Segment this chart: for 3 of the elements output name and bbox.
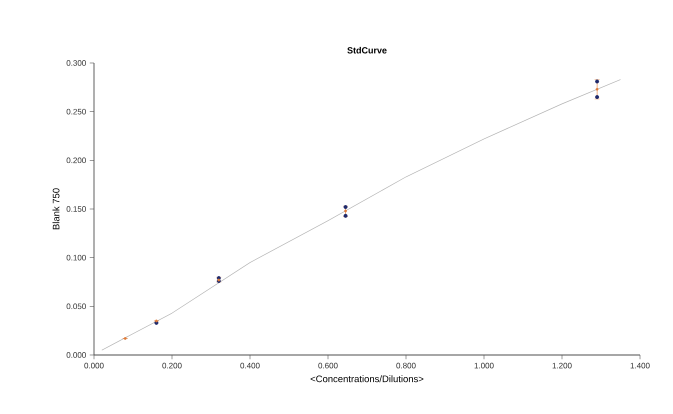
y-axis-title: Blank 750 [52,188,60,230]
chart-title: StdCurve [347,46,387,54]
x-axis-title: <Concentrations/Dilutions> [310,375,424,382]
